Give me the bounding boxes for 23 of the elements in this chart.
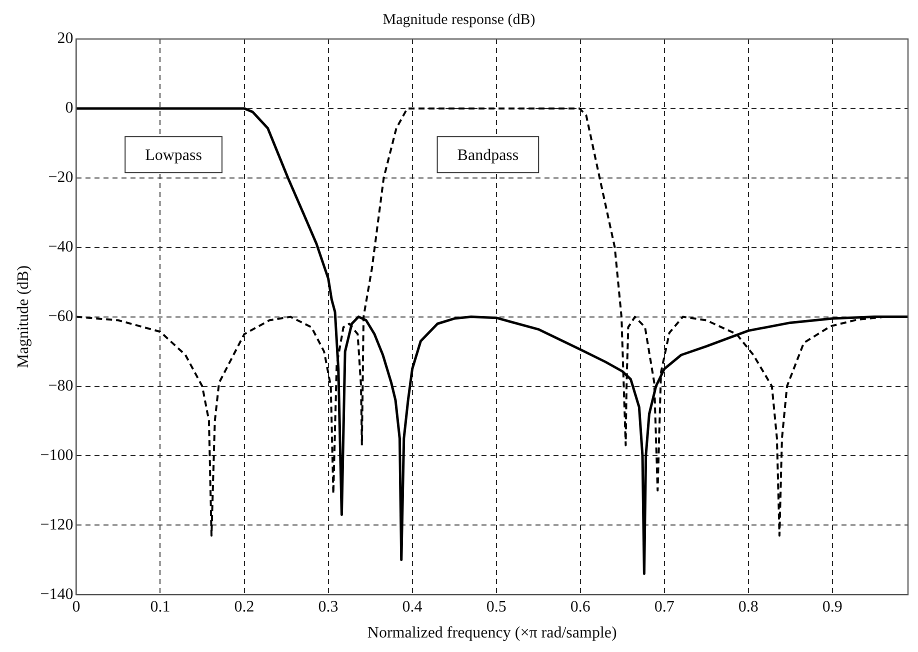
- y-tick-label: −100: [40, 446, 74, 464]
- x-tick-label: 0.6: [570, 598, 590, 616]
- annotation: Lowpass: [145, 146, 202, 164]
- y-tick-label: −120: [40, 516, 74, 534]
- x-tick-label: 0.4: [402, 598, 422, 616]
- y-tick-label: −20: [48, 169, 74, 186]
- y-tick-label: −80: [48, 377, 74, 394]
- x-tick-label: 0.5: [486, 598, 506, 616]
- x-tick-label: 0.3: [318, 598, 338, 616]
- y-tick-label: 0: [65, 100, 74, 117]
- y-tick-label: −140: [40, 586, 74, 603]
- x-tick-label: 0.7: [654, 598, 674, 616]
- x-tick-label: 0.8: [738, 598, 758, 616]
- x-tick-label: 0.2: [234, 598, 254, 616]
- y-axis-title: Magnitude (dB): [14, 265, 32, 368]
- y-tick-label: 20: [57, 30, 74, 48]
- y-tick-label: −60: [48, 308, 74, 326]
- chart-title: Magnitude response (dB): [382, 12, 536, 28]
- x-tick-label: 0.9: [822, 598, 842, 616]
- y-tick-label: −40: [48, 238, 74, 256]
- annotation: Bandpass: [457, 146, 519, 164]
- x-tick-label: 0.1: [150, 598, 170, 616]
- x-axis-title: Normalized frequency (×π rad/sample): [367, 624, 617, 642]
